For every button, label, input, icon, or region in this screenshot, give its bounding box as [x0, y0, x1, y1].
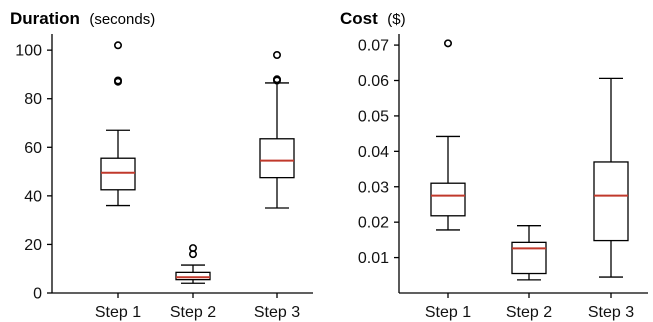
- cost-y-tick-label: 0.03: [358, 179, 389, 196]
- outlier-point: [114, 41, 123, 50]
- interquartile-box: [430, 182, 466, 217]
- interquartile-box: [259, 138, 295, 179]
- cost-x-tick-label: Step 1: [425, 304, 471, 321]
- interquartile-box: [100, 157, 136, 191]
- duration-y-tick-label: 0: [33, 286, 42, 303]
- interquartile-box: [511, 241, 547, 275]
- outlier-point: [189, 244, 198, 253]
- cost-box-3: [593, 77, 629, 278]
- interquartile-box: [175, 271, 211, 281]
- outlier-point: [443, 39, 452, 48]
- duration-box-1: [100, 41, 136, 207]
- cost-y-tick-label: 0.05: [358, 108, 389, 125]
- outlier-point: [272, 50, 281, 59]
- cost-boxplot: 0.01 0.02 0.03 0.04 0.05 0.06 0.07 Step 1 Step 2…: [358, 34, 648, 321]
- cost-y-tick-label: 0.07: [358, 38, 389, 55]
- cost-chart-title-line: Cost ($): [340, 9, 406, 28]
- duration-box-3: [259, 50, 295, 209]
- outlier-point: [114, 76, 123, 85]
- cost-y-tick-label: 0.04: [358, 144, 389, 161]
- cost-chart-title: Cost: [340, 9, 378, 28]
- duration-box-2: [175, 244, 211, 284]
- duration-x-tick-label: Step 3: [254, 304, 300, 321]
- duration-chart-title-line: Duration (seconds): [10, 9, 155, 28]
- duration-x-tick-label: Step 2: [170, 304, 216, 321]
- cost-box-1: [430, 39, 466, 231]
- outlier-point: [272, 75, 281, 84]
- duration-boxplot: 0 20 40 60 80 100 Step 1 Step 2 Step 3: [15, 34, 313, 321]
- duration-y-tick-label: 80: [24, 91, 42, 108]
- duration-y-tick-label: 40: [24, 188, 42, 205]
- duration-chart-unit: (seconds): [89, 11, 155, 28]
- duration-chart-title: Duration: [10, 9, 80, 28]
- cost-chart-unit: ($): [387, 11, 405, 28]
- cost-y-tick-label: 0.01: [358, 250, 389, 267]
- duration-y-tick-label: 100: [15, 43, 42, 60]
- cost-box-2: [511, 225, 547, 281]
- cost-y-tick-label: 0.02: [358, 215, 389, 232]
- duration-y-tick-label: 20: [24, 237, 42, 254]
- cost-x-tick-label: Step 2: [506, 304, 552, 321]
- interquartile-box: [593, 161, 629, 242]
- duration-y-tick-label: 60: [24, 140, 42, 157]
- cost-x-tick-label: Step 3: [588, 304, 634, 321]
- duration-x-tick-label: Step 1: [95, 304, 141, 321]
- cost-y-tick-label: 0.06: [358, 73, 389, 90]
